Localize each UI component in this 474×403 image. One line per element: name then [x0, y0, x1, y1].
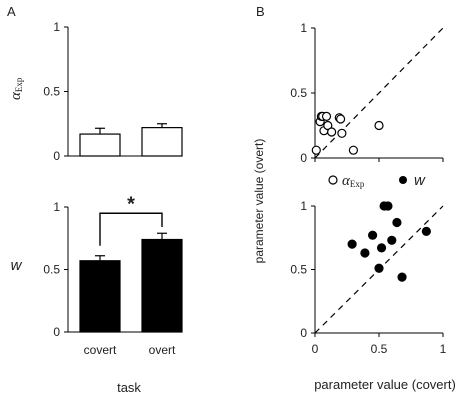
w-data-point: [383, 201, 393, 211]
y-tick-label: 1: [53, 20, 60, 34]
y-tick-label: 0: [300, 151, 307, 165]
significance-star: *: [127, 193, 135, 215]
alpha-exp-data-point: [336, 114, 346, 124]
significance-bracket: [99, 212, 163, 246]
x-tick-label: 0: [312, 342, 319, 356]
panel-a-bottom-chart: w task 0 0.5 1 covert overt *: [11, 193, 183, 395]
alpha-exp-data-point: [321, 111, 332, 122]
bar-overt: [141, 127, 183, 157]
alpha-exp-ylabel: αExp: [8, 77, 24, 100]
x-tick-label-covert: covert: [84, 343, 117, 357]
panel-b-xlabel: parameter value (covert): [314, 377, 456, 392]
w-data-point: [376, 243, 387, 253]
w-data-point: [360, 248, 370, 258]
panel-b-legend: αExp w: [328, 172, 426, 189]
alpha-exp-data-point: [327, 127, 337, 137]
legend-w-label: w: [414, 172, 426, 189]
w-data-point: [374, 263, 384, 273]
legend-alpha-exp-label: αExp: [342, 173, 365, 189]
x-tick-label: 0.5: [371, 342, 388, 356]
task-xlabel: task: [117, 380, 141, 395]
w-data-point: [368, 230, 378, 240]
panel-b-label: B: [256, 4, 265, 19]
y-tick-label: 0.5: [43, 263, 60, 277]
alpha-exp-data-point: [374, 120, 384, 131]
legend-alpha-subscript: Exp: [350, 179, 365, 189]
w-data-point: [397, 272, 407, 282]
panel-a-top-chart: αExp 0 0.5 1: [8, 20, 183, 163]
y-tick-label: 0: [53, 149, 60, 163]
y-tick-label: 0.5: [43, 85, 60, 99]
y-tick-label: 0: [300, 326, 307, 340]
alpha-exp-data-point: [311, 145, 321, 155]
y-tick-label: 0.5: [290, 263, 307, 277]
panel-b-ylabel: parameter value (overt): [252, 139, 266, 264]
y-tick-label: 0: [53, 325, 60, 339]
alpha-exp-data-point: [348, 145, 358, 155]
w-data-point: [387, 235, 397, 245]
y-tick-label: 1: [300, 199, 307, 213]
y-tick-label: 0.5: [290, 86, 307, 100]
bar-overt: [141, 238, 183, 333]
y-tick-label: 1: [300, 21, 307, 35]
alpha-subscript: Exp: [14, 77, 24, 92]
w-data-point: [392, 217, 402, 228]
panel-b-top-chart: 00.51: [290, 21, 444, 165]
legend-alpha-symbol: α: [342, 173, 351, 189]
panel-b-bottom-chart: 0 0.5 1 0 0.5 1: [290, 199, 446, 356]
x-tick-label: 1: [440, 342, 447, 356]
y-tick-label: 1: [53, 200, 60, 214]
w-data-point: [347, 239, 357, 249]
identity-diagonal-line: [314, 27, 444, 159]
legend-open-circle-marker: [328, 175, 338, 185]
alpha-symbol: α: [8, 91, 24, 100]
x-tick-label-overt: overt: [149, 343, 176, 357]
alpha-exp-data-point: [337, 128, 347, 138]
w-ylabel: w: [11, 257, 23, 274]
w-data-point: [421, 226, 431, 236]
bar-covert: [79, 133, 121, 157]
bar-covert: [79, 260, 121, 333]
legend-filled-circle-marker: [399, 176, 407, 184]
panel-a-label: A: [7, 4, 16, 19]
